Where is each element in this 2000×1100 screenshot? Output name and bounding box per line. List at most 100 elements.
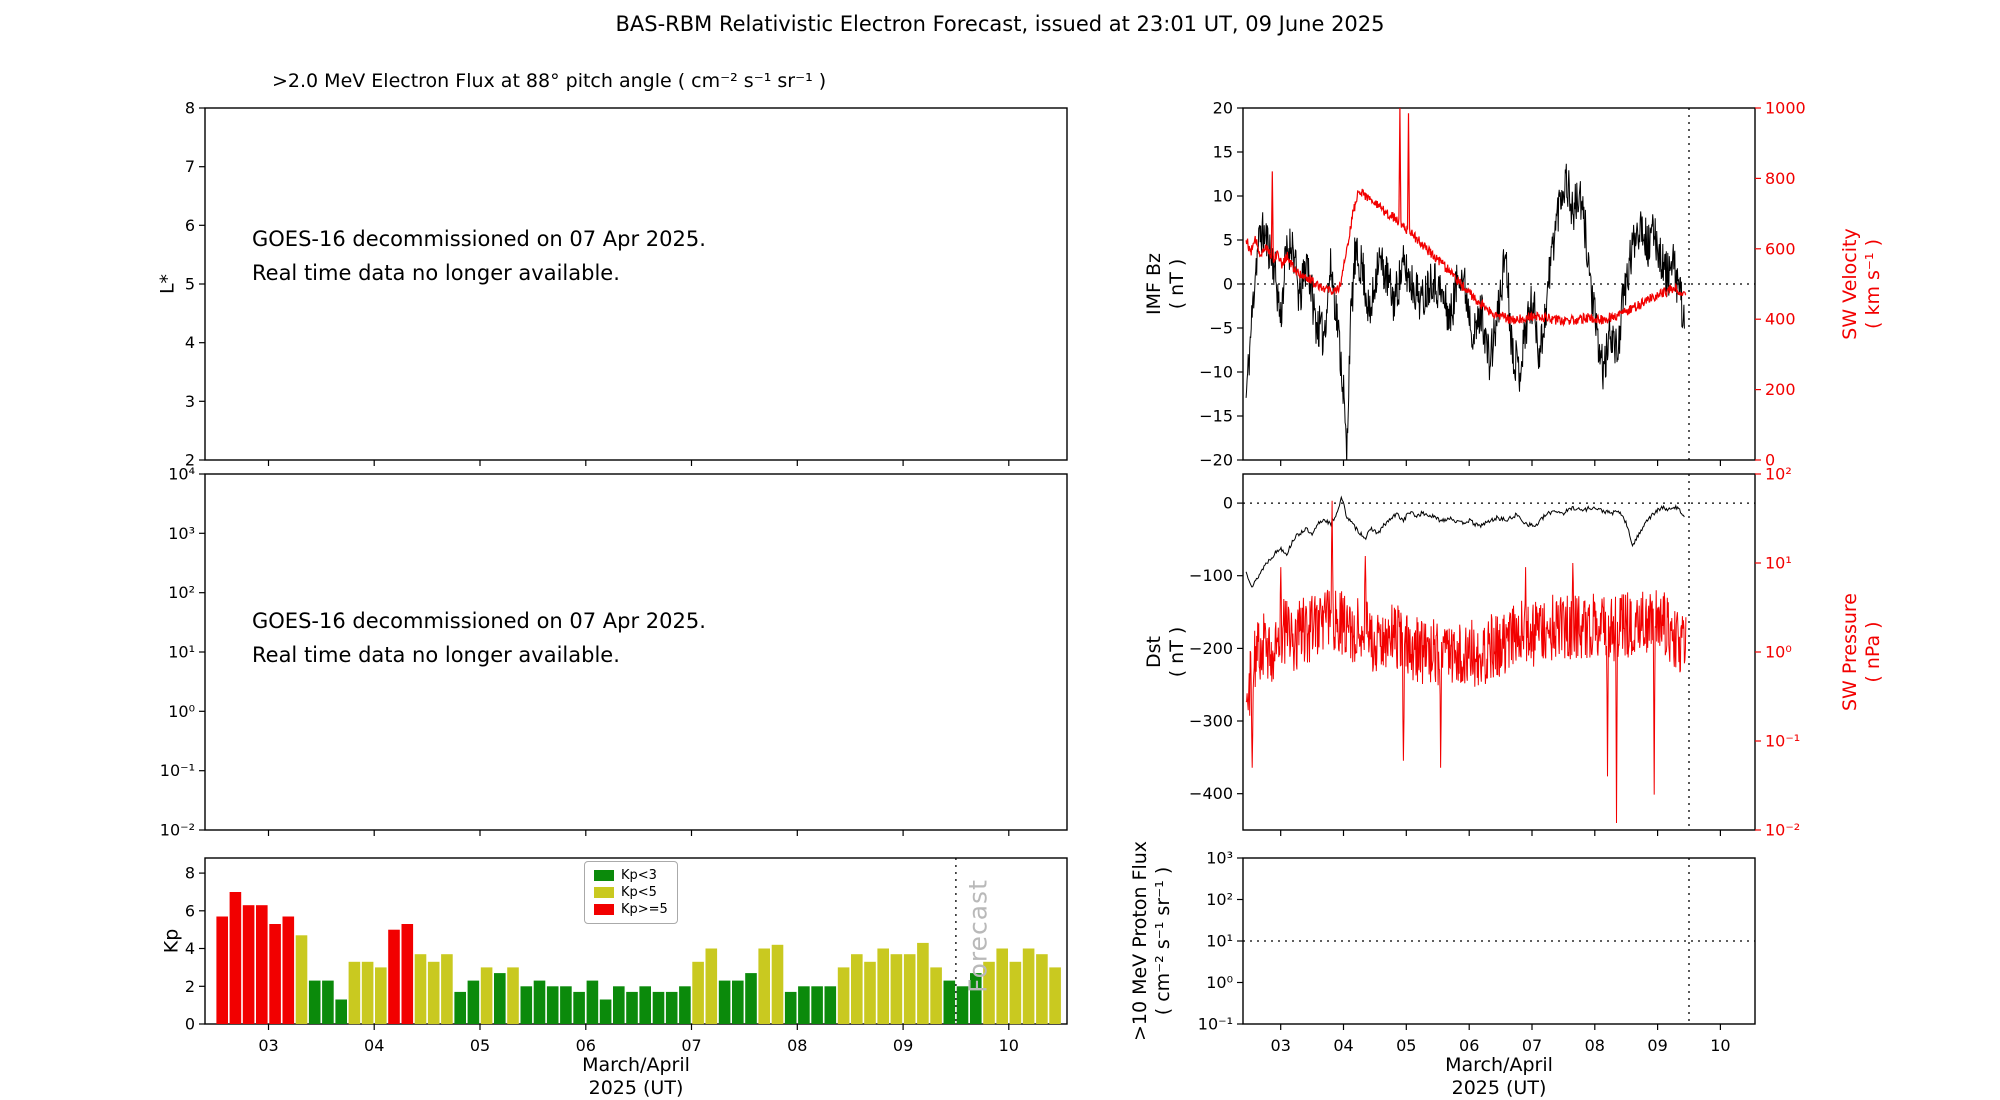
y-tick-label: 10⁴	[168, 465, 195, 484]
kp-bar	[917, 942, 929, 1024]
goes16-notice-middle-line2: Real time data no longer available.	[252, 643, 620, 667]
series-imf-bz	[1245, 163, 1685, 460]
kp-bar	[520, 986, 533, 1024]
kp-bar	[837, 967, 850, 1024]
proton-flux-axis-label-line1: >10 MeV Proton Flux	[1129, 840, 1151, 1042]
y-tick-label: 0	[185, 1015, 195, 1034]
kp-bar	[970, 973, 982, 1024]
y-tick-label: 15	[1213, 143, 1233, 162]
kp-legend-label: Kp<3	[621, 868, 657, 883]
kp-bar	[480, 967, 493, 1024]
goes16-notice-top-line1: GOES-16 decommissioned on 07 Apr 2025.	[252, 227, 706, 251]
y-tick-label: 10	[1213, 187, 1233, 206]
y-tick-label: 10⁰	[1206, 973, 1233, 992]
imf-bz-axis-label-line2: ( nT )	[1166, 258, 1188, 310]
imf-bz-axis-label-line1: IMF Bz	[1143, 253, 1165, 315]
y-tick-label: −20	[1199, 451, 1233, 470]
y-tick-label: 6	[185, 216, 195, 235]
kp-bar	[348, 961, 361, 1025]
kp-legend-item: Kp>=5	[594, 901, 668, 918]
electron-flux-panel-title: >2.0 MeV Electron Flux at 88° pitch angl…	[272, 70, 827, 92]
y-tick-label: −15	[1199, 407, 1233, 426]
proton-xaxis-title-line2: 2025 (UT)	[1451, 1077, 1547, 1099]
kp-bar	[308, 980, 321, 1024]
kp-bar	[295, 935, 308, 1024]
sw-velocity-axis-label-line1: SW Velocity	[1839, 228, 1861, 340]
kp-legend-item: Kp<3	[594, 867, 668, 884]
sw-pressure-axis-label-line2: ( nPa )	[1862, 621, 1884, 683]
right-y-tick-label: 800	[1765, 169, 1796, 188]
sw-velocity-axis-label-line2: ( km s⁻¹ )	[1862, 239, 1884, 330]
y-tick-label: 5	[1223, 231, 1233, 250]
kp-bar	[216, 916, 228, 1024]
y-tick-label: 10²	[1206, 890, 1233, 909]
goes16-notice-top: GOES-16 decommissioned on 07 Apr 2025. R…	[252, 222, 706, 290]
kp-bar	[269, 924, 281, 1024]
kp-bar	[679, 986, 691, 1024]
x-tick-label: 09	[1647, 1036, 1667, 1055]
right-y-tick-label: 10²	[1765, 465, 1792, 484]
kp-bar	[798, 986, 810, 1024]
right-y-tick-label: 10⁻²	[1765, 821, 1800, 840]
x-tick-label: 07	[1522, 1036, 1542, 1055]
kp-legend: Kp<3 Kp<5 Kp>=5	[584, 861, 678, 924]
x-tick-label: 09	[893, 1036, 913, 1055]
series-dst	[1245, 495, 1685, 588]
proton-xaxis-title-line1: March/April	[1445, 1054, 1553, 1076]
y-tick-label: 20	[1213, 99, 1233, 118]
kp-bar	[388, 929, 400, 1024]
y-tick-label: 10³	[168, 524, 195, 543]
kp-bar	[903, 954, 916, 1024]
kp-bar	[718, 980, 731, 1024]
kp-xaxis-title-line2: 2025 (UT)	[588, 1077, 684, 1099]
kp-bar	[441, 954, 453, 1024]
kp-bar	[533, 980, 546, 1024]
page-title: BAS-RBM Relativistic Electron Forecast, …	[615, 12, 1385, 36]
y-tick-label: 10⁰	[168, 702, 195, 721]
x-tick-label: 08	[1585, 1036, 1605, 1055]
kp-bar	[665, 991, 678, 1024]
kp-xaxis-title-line1: March/April	[582, 1054, 690, 1076]
kp-bar	[560, 986, 572, 1024]
right-y-tick-label: 10¹	[1765, 554, 1792, 573]
y-tick-label: 10⁻²	[160, 821, 195, 840]
kp-bar	[599, 999, 612, 1024]
kp-bar	[652, 991, 665, 1024]
y-tick-label: 10¹	[1206, 932, 1233, 951]
kp-bar	[639, 986, 651, 1024]
y-tick-label: 2	[185, 451, 195, 470]
kp-bar	[745, 973, 757, 1024]
lstar-axis-label-text: L*	[156, 273, 179, 295]
kp-bar	[983, 961, 995, 1025]
kp-xaxis-title: March/April 2025 (UT)	[582, 1054, 690, 1100]
kp-bar	[454, 991, 466, 1024]
y-tick-label: 6	[185, 901, 195, 920]
kp-legend-label: Kp<5	[621, 885, 657, 900]
kp-bar	[1036, 954, 1048, 1024]
electron-flux-plot-box	[204, 107, 1068, 461]
kp-bar	[1049, 967, 1061, 1024]
kp-bar	[573, 991, 585, 1024]
kp-bar	[414, 954, 427, 1024]
x-tick-label: 10	[1710, 1036, 1730, 1055]
kp-bar	[705, 948, 718, 1024]
sw-pressure-axis-label-line1: SW Pressure	[1839, 592, 1861, 712]
x-tick-label: 08	[787, 1036, 807, 1055]
kp-bar	[930, 967, 942, 1024]
kp-bar	[771, 944, 784, 1024]
y-tick-label: 3	[185, 392, 195, 411]
kp-legend-swatch-red	[594, 904, 614, 915]
kp-bar	[811, 986, 823, 1024]
right-y-tick-label: 0	[1765, 451, 1775, 470]
kp-bar	[851, 954, 863, 1024]
proton-xaxis-title: March/April 2025 (UT)	[1445, 1054, 1553, 1100]
y-tick-label: −10	[1199, 363, 1233, 382]
y-tick-label: 5	[185, 275, 195, 294]
kp-bar	[692, 961, 704, 1025]
right-y-tick-label: 600	[1765, 239, 1796, 258]
dst-axis-label-line2: ( nT )	[1166, 626, 1188, 678]
y-tick-label: −200	[1189, 639, 1233, 658]
kp-bar	[758, 948, 770, 1024]
kp-bar	[546, 986, 559, 1024]
